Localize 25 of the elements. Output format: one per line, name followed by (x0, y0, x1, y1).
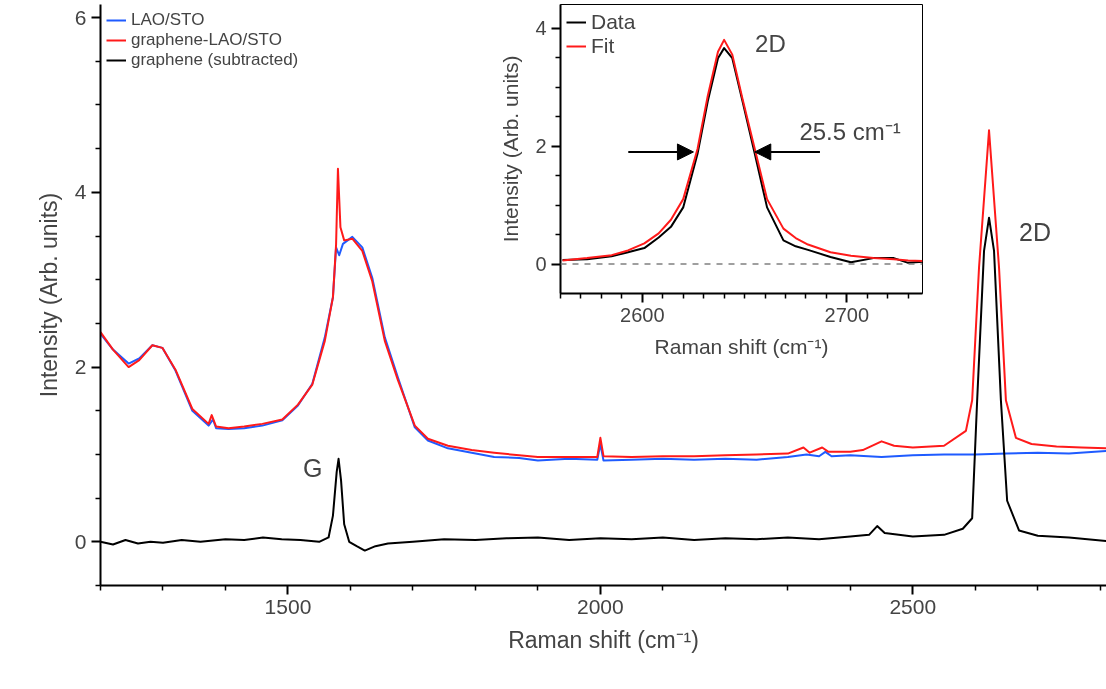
y-tick-label: 0 (74, 529, 87, 553)
y-tick-label: 4 (535, 17, 547, 40)
x-tick-label: 2700 (824, 303, 870, 326)
y-tick-label: 0 (535, 253, 547, 276)
y-tick-label: 2 (74, 355, 87, 379)
y-tick-label: 4 (74, 180, 87, 204)
y-tick-label: 6 (74, 5, 87, 29)
x-tick-label: 2600 (620, 303, 665, 326)
annotation: G (303, 453, 323, 482)
y-axis-title: Intensity (Arb. units) (499, 55, 523, 243)
annotation: 2D (755, 30, 786, 58)
annotation: 25.5 cm⁻¹ (799, 118, 901, 146)
x-axis-title: Raman shift (cm⁻¹) (508, 626, 699, 653)
y-tick-label: 2 (535, 135, 547, 158)
legend-label: graphene-LAO/STO (131, 30, 282, 50)
legend-label: Data (591, 10, 636, 34)
x-tick-label: 2500 (889, 594, 937, 618)
x-tick-label: 2000 (577, 594, 624, 618)
legend-label: Fit (591, 34, 615, 58)
legend-label: LAO/STO (131, 10, 205, 30)
x-axis-title: Raman shift (cm⁻¹) (654, 334, 829, 358)
y-axis-title: Intensity (Arb. units) (35, 192, 62, 398)
x-tick-label: 1500 (264, 594, 312, 618)
annotation: 2D (1019, 218, 1052, 247)
legend-label: graphene (subtracted) (131, 50, 299, 70)
